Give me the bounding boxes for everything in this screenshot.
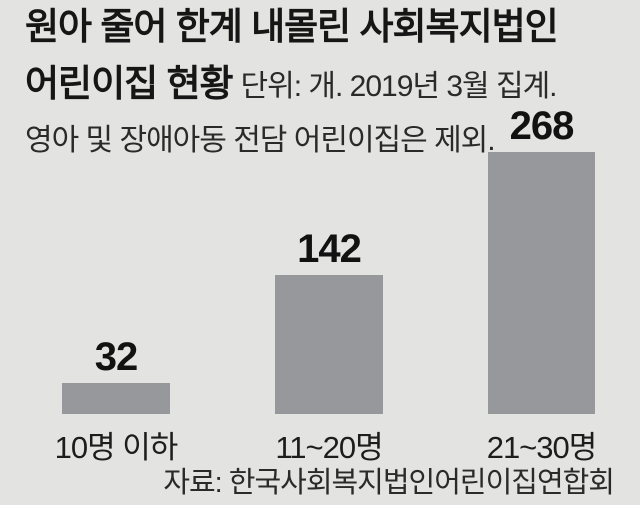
bar-value-label: 142	[297, 227, 362, 271]
bar-category-label: 21~30명	[486, 430, 598, 465]
chart-title-line2: 어린이집 현황 단위: 개. 2019년 3월 집계.	[25, 59, 625, 116]
chart-exclusion-note: 영아 및 장애아동 전담 어린이집은 제외.	[25, 124, 496, 157]
bar	[275, 275, 383, 414]
chart-unit-note: 단위: 개. 2019년 3월 집계.	[240, 70, 558, 103]
bar-category-label: 11~20명	[275, 430, 383, 465]
chart-title-text-2: 어린이집 현황	[25, 63, 234, 104]
bar-group-2: 142	[275, 229, 383, 414]
bar	[488, 152, 595, 414]
chart-header: 원아 줄어 한계 내몰린 사회복지법인 어린이집 현황 단위: 개. 2019년 …	[25, 2, 625, 170]
source-credit: 자료: 한국사회복지법인어린이집연합회	[163, 467, 615, 499]
bar-value-label: 268	[509, 104, 575, 148]
bar-category-label: 10명 이하	[54, 430, 179, 465]
bar-value-label: 32	[94, 335, 138, 379]
bar	[62, 383, 170, 414]
chart-title-text-1: 원아 줄어 한계 내몰린 사회복지법인	[25, 6, 559, 47]
bar-group-3: 268	[488, 106, 595, 414]
chart-title-line1: 원아 줄어 한계 내몰린 사회복지법인	[25, 2, 625, 59]
chart-subtitle-line: 영아 및 장애아동 전담 어린이집은 제외.	[25, 116, 625, 170]
bar-group-1: 32	[62, 337, 170, 414]
